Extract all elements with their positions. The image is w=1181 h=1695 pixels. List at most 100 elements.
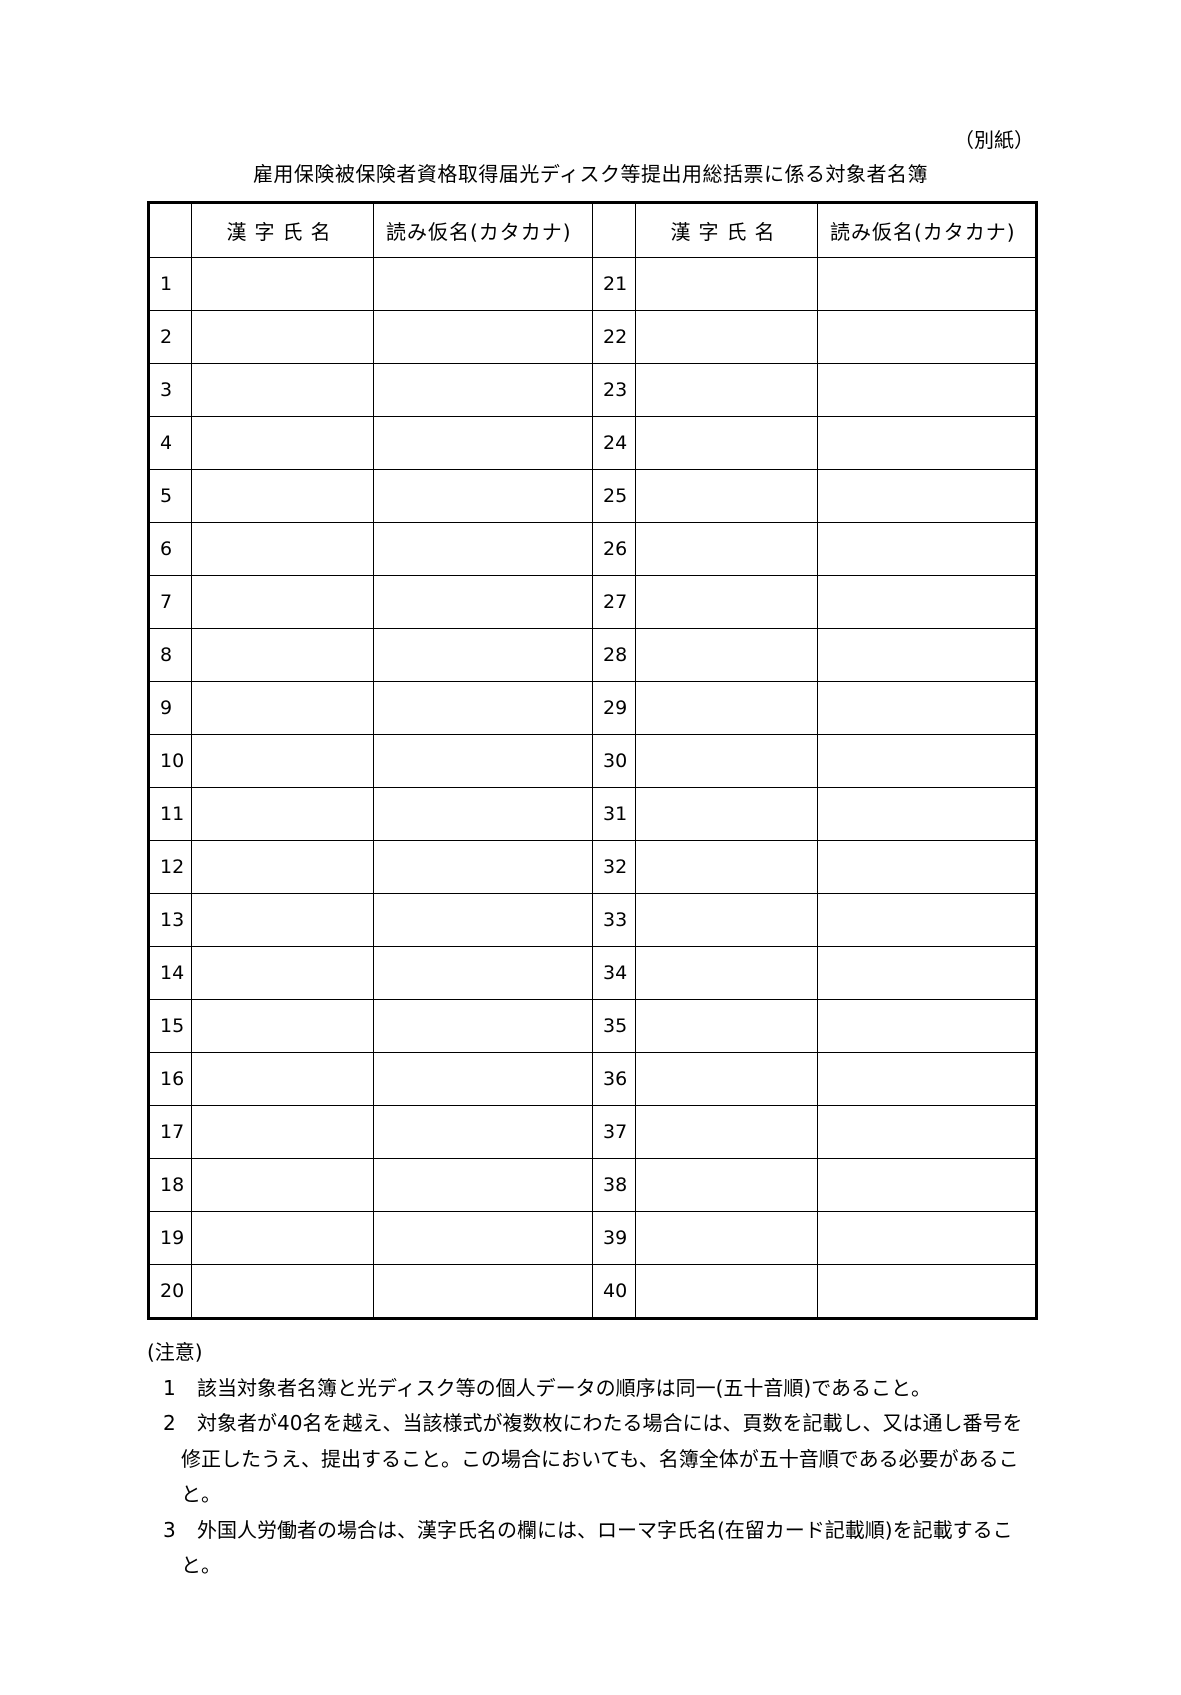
- row-number-right: 30: [592, 734, 636, 788]
- kana-name-cell-right[interactable]: [817, 1264, 1037, 1319]
- kanji-name-cell-right[interactable]: [635, 1211, 818, 1265]
- row-number-left: 13: [148, 893, 192, 947]
- kana-name-cell-left[interactable]: [373, 363, 593, 417]
- kanji-name-cell-right[interactable]: [635, 363, 818, 417]
- kana-name-cell-right[interactable]: [817, 363, 1037, 417]
- kana-name-cell-left[interactable]: [373, 522, 593, 576]
- kana-name-cell-right[interactable]: [817, 840, 1037, 894]
- kanji-name-cell-right[interactable]: [635, 469, 818, 523]
- kana-name-cell-left[interactable]: [373, 628, 593, 682]
- kana-name-cell-left[interactable]: [373, 681, 593, 735]
- kana-name-cell-right[interactable]: [817, 893, 1037, 947]
- kanji-name-cell-right[interactable]: [635, 257, 818, 311]
- kanji-name-cell-left[interactable]: [191, 1264, 374, 1319]
- kanji-name-cell-left[interactable]: [191, 681, 374, 735]
- note-text: 外国人労働者の場合は、漢字氏名の欄には、ローマ字氏名(在留カード記載順)を記載す…: [181, 1517, 1013, 1578]
- kana-name-cell-right[interactable]: [817, 1052, 1037, 1106]
- kana-name-cell-left[interactable]: [373, 575, 593, 629]
- kana-name-cell-right[interactable]: [817, 1105, 1037, 1159]
- kana-name-cell-left[interactable]: [373, 1264, 593, 1319]
- kanji-name-cell-left[interactable]: [191, 469, 374, 523]
- table-row: 15 35: [148, 999, 1037, 1053]
- kana-name-cell-left[interactable]: [373, 310, 593, 364]
- kanji-name-cell-left[interactable]: [191, 787, 374, 841]
- kanji-name-cell-right[interactable]: [635, 522, 818, 576]
- table-row: 1 21: [148, 257, 1037, 311]
- row-number-left: 5: [148, 469, 192, 523]
- kana-name-cell-left[interactable]: [373, 893, 593, 947]
- header-kanji-name-right: 漢字氏名: [635, 202, 818, 258]
- kana-name-cell-left[interactable]: [373, 840, 593, 894]
- kanji-name-cell-left[interactable]: [191, 893, 374, 947]
- notes-heading: (注意): [147, 1340, 203, 1364]
- kanji-name-cell-right[interactable]: [635, 893, 818, 947]
- kanji-name-cell-right[interactable]: [635, 1264, 818, 1319]
- kanji-name-cell-left[interactable]: [191, 1052, 374, 1106]
- kanji-name-cell-right[interactable]: [635, 310, 818, 364]
- kana-name-cell-right[interactable]: [817, 469, 1037, 523]
- row-number-right: 29: [592, 681, 636, 735]
- row-number-right: 34: [592, 946, 636, 1000]
- row-number-right: 22: [592, 310, 636, 364]
- row-number-left: 6: [148, 522, 192, 576]
- kanji-name-cell-right[interactable]: [635, 1052, 818, 1106]
- kana-name-cell-right[interactable]: [817, 734, 1037, 788]
- kana-name-cell-right[interactable]: [817, 1211, 1037, 1265]
- kanji-name-cell-left[interactable]: [191, 522, 374, 576]
- kana-name-cell-right[interactable]: [817, 628, 1037, 682]
- kanji-name-cell-left[interactable]: [191, 840, 374, 894]
- kanji-name-cell-left[interactable]: [191, 575, 374, 629]
- kana-name-cell-left[interactable]: [373, 946, 593, 1000]
- kanji-name-cell-left[interactable]: [191, 1211, 374, 1265]
- kanji-name-cell-right[interactable]: [635, 999, 818, 1053]
- kana-name-cell-right[interactable]: [817, 1158, 1037, 1212]
- row-number-left: 12: [148, 840, 192, 894]
- kana-name-cell-left[interactable]: [373, 1052, 593, 1106]
- table-row: 17 37: [148, 1105, 1037, 1159]
- kanji-name-cell-left[interactable]: [191, 1158, 374, 1212]
- kanji-name-cell-left[interactable]: [191, 416, 374, 470]
- row-number-right: 23: [592, 363, 636, 417]
- kana-name-cell-left[interactable]: [373, 469, 593, 523]
- kanji-name-cell-left[interactable]: [191, 999, 374, 1053]
- kana-name-cell-left[interactable]: [373, 787, 593, 841]
- kanji-name-cell-right[interactable]: [635, 628, 818, 682]
- kana-name-cell-right[interactable]: [817, 787, 1037, 841]
- kanji-name-cell-right[interactable]: [635, 1158, 818, 1212]
- kana-name-cell-right[interactable]: [817, 946, 1037, 1000]
- kanji-name-cell-left[interactable]: [191, 946, 374, 1000]
- kana-name-cell-right[interactable]: [817, 416, 1037, 470]
- kana-name-cell-right[interactable]: [817, 575, 1037, 629]
- kanji-name-cell-left[interactable]: [191, 1105, 374, 1159]
- kanji-name-cell-left[interactable]: [191, 310, 374, 364]
- header-no-right: [592, 202, 636, 258]
- row-number-left: 14: [148, 946, 192, 1000]
- kanji-name-cell-right[interactable]: [635, 787, 818, 841]
- kanji-name-cell-left[interactable]: [191, 363, 374, 417]
- kana-name-cell-left[interactable]: [373, 1105, 593, 1159]
- kanji-name-cell-left[interactable]: [191, 734, 374, 788]
- kana-name-cell-left[interactable]: [373, 999, 593, 1053]
- kanji-name-cell-right[interactable]: [635, 575, 818, 629]
- kanji-name-cell-left[interactable]: [191, 257, 374, 311]
- roster-table: 漢字氏名 読み仮名(カタカナ) 漢字氏名 読み仮名(カタカナ) 1 21 2 22 3 2…: [147, 201, 1038, 1320]
- kana-name-cell-left[interactable]: [373, 257, 593, 311]
- kanji-name-cell-right[interactable]: [635, 416, 818, 470]
- note-number: 1: [163, 1375, 176, 1400]
- kanji-name-cell-right[interactable]: [635, 681, 818, 735]
- kana-name-cell-right[interactable]: [817, 257, 1037, 311]
- row-number-right: 36: [592, 1052, 636, 1106]
- kana-name-cell-left[interactable]: [373, 416, 593, 470]
- kanji-name-cell-right[interactable]: [635, 840, 818, 894]
- kana-name-cell-left[interactable]: [373, 734, 593, 788]
- kana-name-cell-right[interactable]: [817, 310, 1037, 364]
- kana-name-cell-right[interactable]: [817, 522, 1037, 576]
- kana-name-cell-right[interactable]: [817, 999, 1037, 1053]
- kana-name-cell-left[interactable]: [373, 1211, 593, 1265]
- kana-name-cell-left[interactable]: [373, 1158, 593, 1212]
- kanji-name-cell-right[interactable]: [635, 1105, 818, 1159]
- kanji-name-cell-right[interactable]: [635, 946, 818, 1000]
- kana-name-cell-right[interactable]: [817, 681, 1037, 735]
- kanji-name-cell-right[interactable]: [635, 734, 818, 788]
- kanji-name-cell-left[interactable]: [191, 628, 374, 682]
